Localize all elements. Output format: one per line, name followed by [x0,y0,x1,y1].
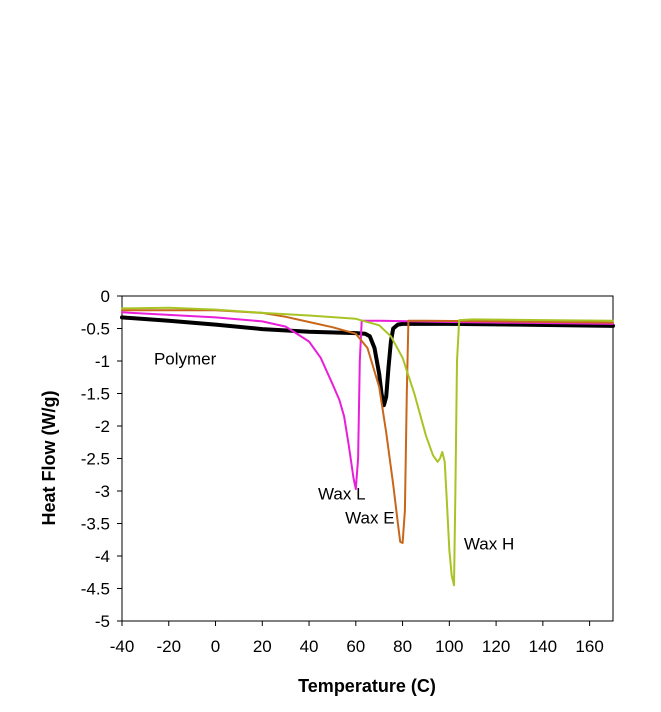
y-tick-label: -3.5 [81,515,110,534]
plot-area [121,295,614,622]
x-tick-label: 80 [393,637,412,656]
annotation-label: Wax E [345,509,394,528]
y-tick-label: -5 [95,612,110,631]
x-tick-label: 120 [482,637,510,656]
x-tick-label: 40 [300,637,319,656]
x-tick-label: -40 [110,637,135,656]
series-line [120,315,615,408]
x-tick-label: 160 [575,637,603,656]
y-axis: 0 -0.5 -1 -1.5 -2 -2.5 -3 -3.5 -4 -4.5 -5 [81,287,122,631]
y-tick-label: -2.5 [81,450,110,469]
annotation-label: Wax L [318,484,366,503]
y-tick-label: -1 [95,352,110,371]
x-axis: -40 -20 0 20 40 60 80 100 120 140 160 [110,621,604,656]
x-tick-label: 100 [435,637,463,656]
y-tick-label: -2 [95,417,110,436]
x-tick-label: 0 [211,637,220,656]
x-tick-label: 60 [346,637,365,656]
annotation-layer: Polymer Wax L Wax E Wax H [154,349,514,553]
x-axis-title: Temperature (C) [298,676,436,696]
annotation-label: Wax H [464,535,514,554]
annotation-label: Polymer [154,349,217,368]
y-tick-label: -0.5 [81,320,110,339]
series-line [121,306,614,587]
y-tick-label: -3 [95,482,110,501]
y-tick-label: -4 [95,547,110,566]
y-tick-label: -4.5 [81,580,110,599]
x-tick-label: -20 [156,637,181,656]
x-tick-label: 140 [529,637,557,656]
y-tick-label: 0 [101,287,110,306]
x-tick-label: 20 [253,637,272,656]
series-layer [120,306,615,587]
y-tick-label: -1.5 [81,385,110,404]
y-axis-title: Heat Flow (W/g) [39,391,59,526]
